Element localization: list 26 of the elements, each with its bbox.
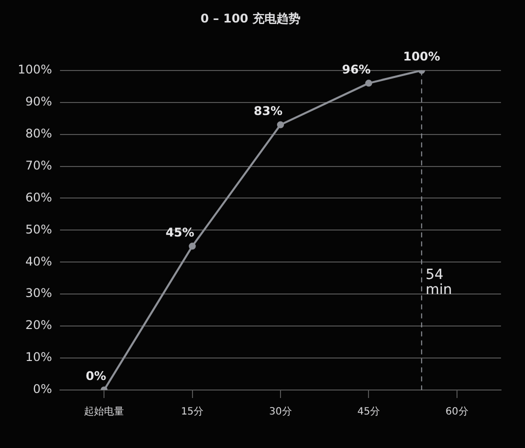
y-tick-label: 10% <box>25 350 52 364</box>
y-tick-label: 100% <box>18 62 52 77</box>
ref-line-label: 54 min <box>426 267 452 298</box>
y-tick-label: 0% <box>32 382 52 396</box>
y-tick-label: 30% <box>25 286 52 300</box>
x-tick-label: 60分 <box>446 406 468 418</box>
x-tick-label: 30分 <box>269 406 292 418</box>
point <box>277 121 284 128</box>
data-label: 83% <box>254 104 282 118</box>
point <box>188 242 196 250</box>
point <box>365 80 372 87</box>
x-tick-label: 起始电量 <box>84 406 124 418</box>
y-tick-label: 80% <box>25 126 52 140</box>
chart-title: 0 – 100 充电趋势 <box>200 11 300 26</box>
x-tick-label: 45分 <box>357 406 380 418</box>
y-tick-label: 70% <box>25 158 52 172</box>
y-tick-label: 20% <box>25 318 52 332</box>
data-label: 0% <box>86 369 106 384</box>
y-tick-label: 90% <box>25 94 52 108</box>
data-label: 100% <box>403 50 440 64</box>
data-label: 45% <box>166 225 194 240</box>
y-tick-label: 60% <box>25 190 52 204</box>
x-tick-label: 15分 <box>180 406 204 418</box>
data-label: 96% <box>342 62 371 76</box>
y-tick-label: 40% <box>25 254 52 268</box>
y-tick-label: 50% <box>25 222 52 236</box>
